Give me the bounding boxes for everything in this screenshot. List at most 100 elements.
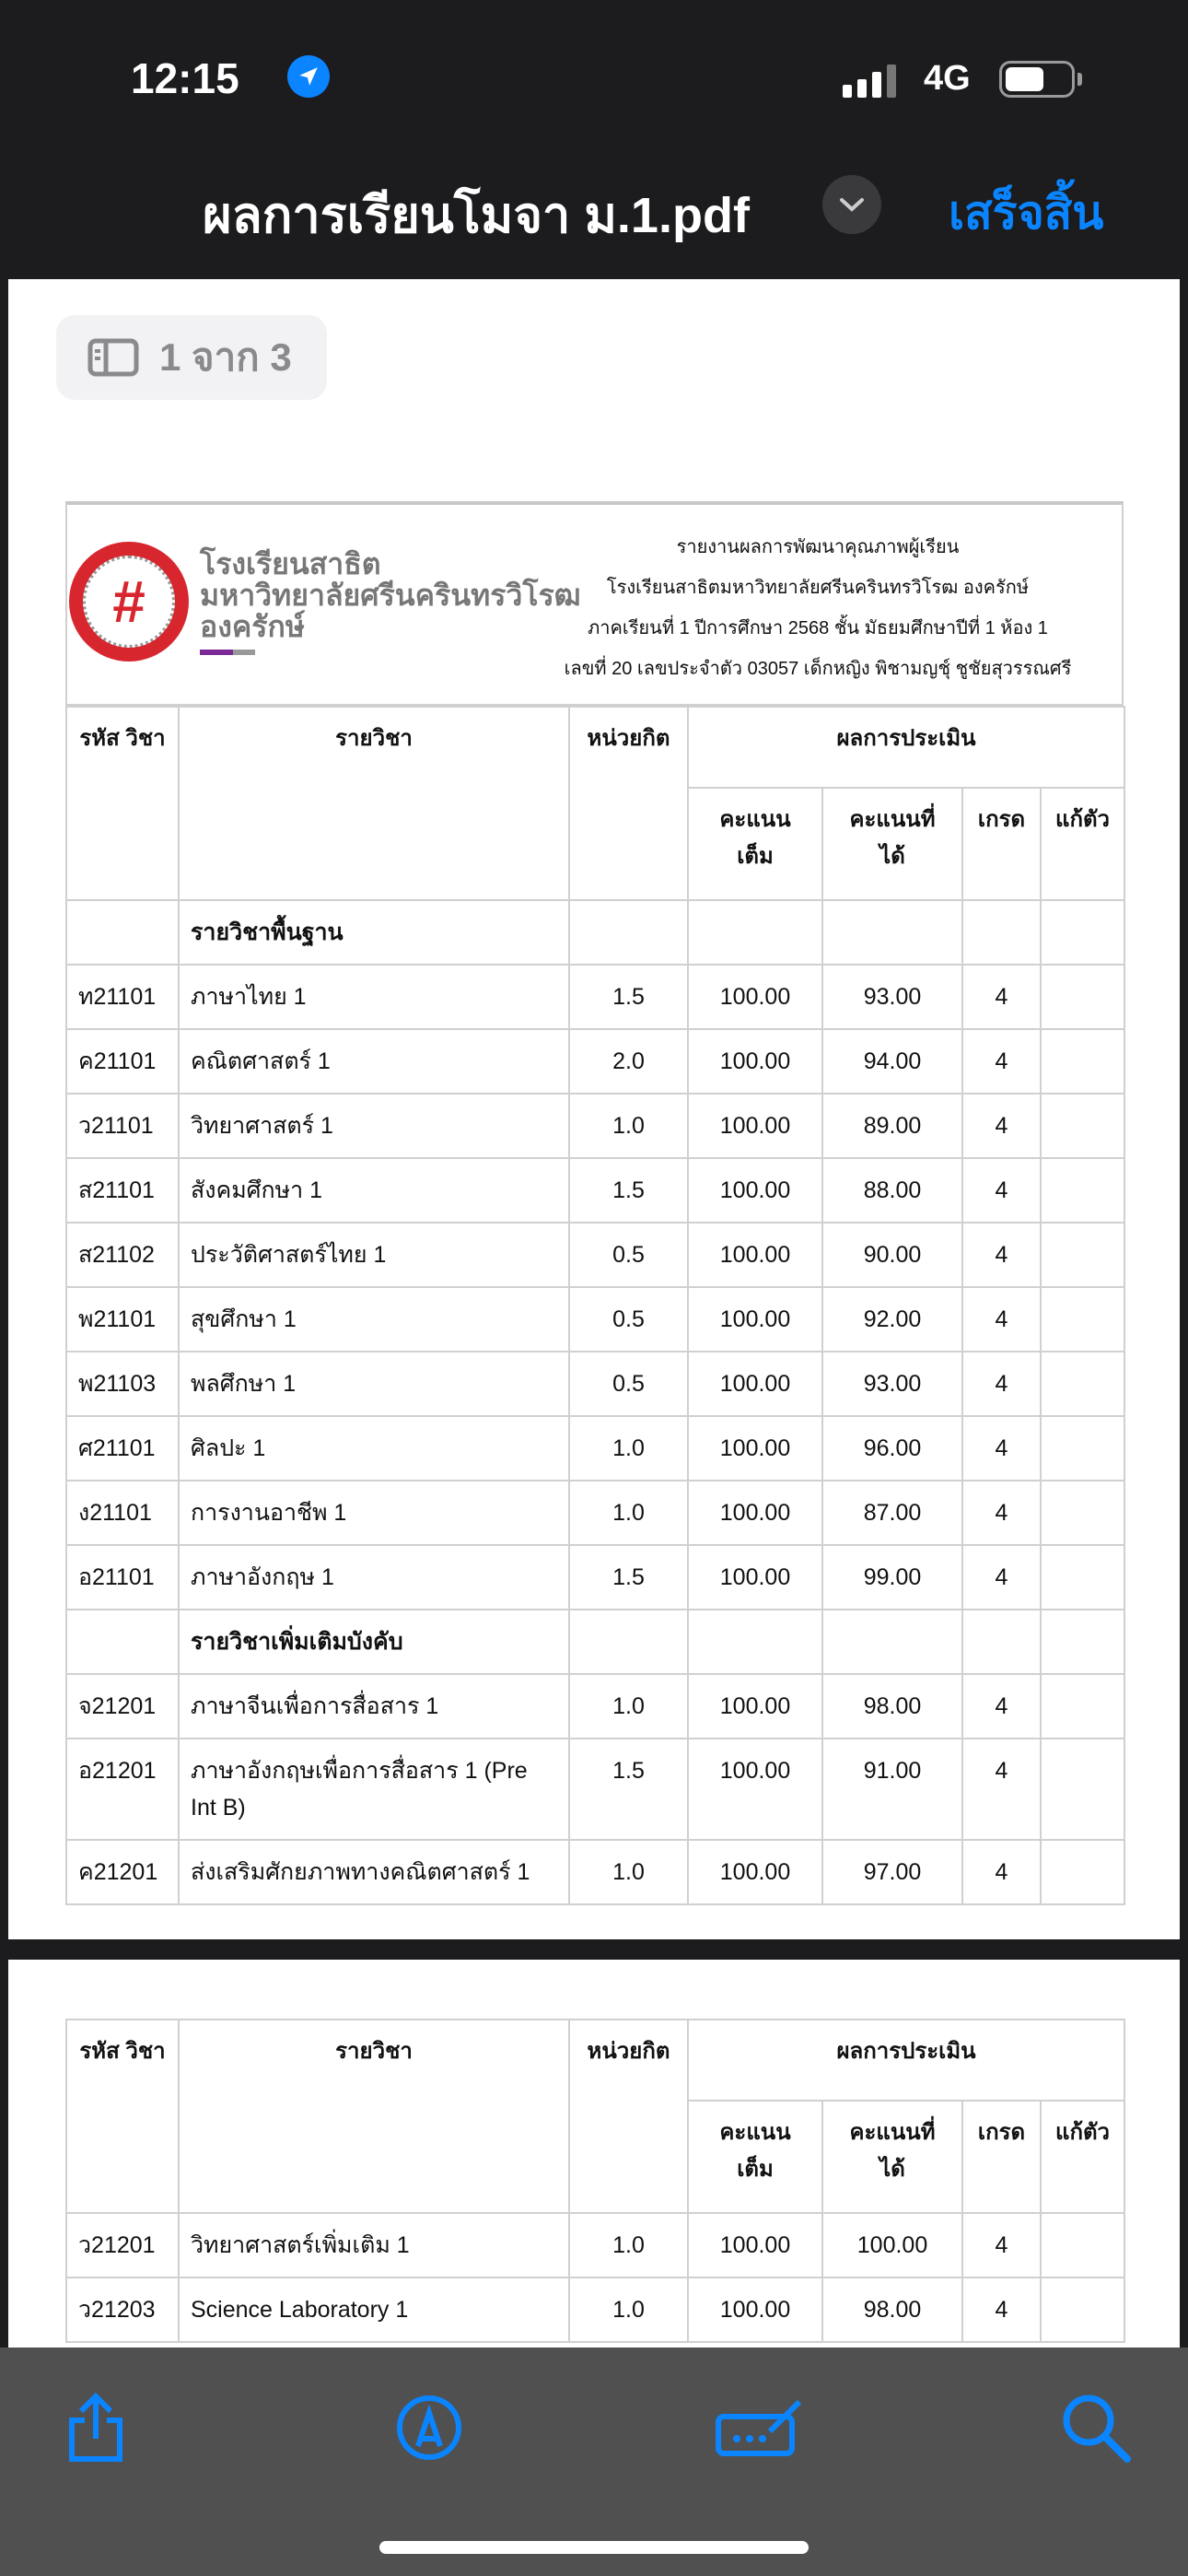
remedial xyxy=(1040,1286,1125,1352)
remedial xyxy=(1040,1157,1125,1224)
remedial xyxy=(1040,1544,1125,1610)
status-time: 12:15 xyxy=(131,54,239,102)
remedial xyxy=(1040,1415,1125,1481)
full-score: 100.00 xyxy=(687,1351,823,1417)
credit: 0.5 xyxy=(568,1351,689,1417)
grade: 4 xyxy=(961,1157,1042,1224)
subject-code: ค21101 xyxy=(65,1028,180,1095)
school-name: โรงเรียนสาธิตมหาวิทยาลัยศรีนครินทรวิโรฒ … xyxy=(606,578,1030,598)
grades-table-page-1: รหัส วิชา รายวิชา หน่วยกิต ผลการประเมิน คะแน… xyxy=(65,706,1125,1905)
remedial xyxy=(1040,1028,1125,1095)
done-button[interactable]: เสร็จสิ้น xyxy=(949,187,1104,239)
table-row: พ21101 สุขศึกษา 1 0.5 100.00 92.00 4 xyxy=(65,1286,1125,1352)
table-row: ส21101 สังคมศึกษา 1 1.5 100.00 88.00 4 xyxy=(65,1157,1125,1224)
page-indicator-button[interactable]: 1 จาก 3 xyxy=(56,315,327,400)
remedial xyxy=(1040,964,1125,1030)
home-indicator[interactable] xyxy=(379,2541,809,2554)
subject-code: ส21102 xyxy=(65,1222,180,1288)
full-score: 100.00 xyxy=(687,1738,823,1841)
section-row: รายวิชาเพิ่มเติมบังคับ xyxy=(65,1609,1125,1675)
subject-code: ง21101 xyxy=(65,1480,180,1546)
grade: 4 xyxy=(961,964,1042,1030)
subject-code: ค21201 xyxy=(65,1839,180,1905)
credit: 1.0 xyxy=(568,1480,689,1546)
search-icon[interactable] xyxy=(1059,2391,1133,2465)
header-score: คะแนนที่ ได้ xyxy=(821,2100,963,2214)
subject-code: ว21101 xyxy=(65,1093,180,1159)
location-arrow-icon xyxy=(287,55,330,98)
full-score: 100.00 xyxy=(687,1480,823,1546)
subject-name: ภาษาอังกฤษเพื่อการสื่อสาร 1 (Pre Int B) xyxy=(178,1738,570,1841)
subject-name: วิทยาศาสตร์ 1 xyxy=(178,1093,570,1159)
credit: 1.0 xyxy=(568,1673,689,1739)
credit: 1.5 xyxy=(568,964,689,1030)
table-row: อ21201 ภาษาอังกฤษเพื่อการสื่อสาร 1 (Pre I… xyxy=(65,1738,1125,1841)
subject-name: การงานอาชีพ 1 xyxy=(178,1480,570,1546)
document-title[interactable]: ผลการเรียนโมจา ม.1.pdf xyxy=(203,188,750,243)
logo-text-1: โรงเรียนสาธิต xyxy=(200,547,381,580)
page-indicator-label: 1 จาก 3 xyxy=(159,335,292,379)
credit: 2.0 xyxy=(568,1028,689,1095)
grade: 4 xyxy=(961,1093,1042,1159)
markup-icon[interactable] xyxy=(392,2391,466,2465)
grade: 4 xyxy=(961,1480,1042,1546)
subject-name: ภาษาไทย 1 xyxy=(178,964,570,1030)
chevron-down-icon[interactable] xyxy=(822,175,881,234)
table-row: อ21101 ภาษาอังกฤษ 1 1.5 100.00 99.00 4 xyxy=(65,1544,1125,1610)
subject-code: พ21103 xyxy=(65,1351,180,1417)
full-score: 100.00 xyxy=(687,1544,823,1610)
credit: 0.5 xyxy=(568,1286,689,1352)
report-title: รายงานผลการพัฒนาคุณภาพผู้เรียน xyxy=(676,537,960,557)
subject-name: ภาษาจีนเพื่อการสื่อสาร 1 xyxy=(178,1673,570,1739)
share-icon[interactable] xyxy=(59,2391,133,2465)
remedial xyxy=(1040,1738,1125,1841)
header-evaluation: ผลการประเมิน xyxy=(687,706,1125,789)
score: 93.00 xyxy=(821,1351,963,1417)
full-score: 100.00 xyxy=(687,2212,823,2278)
school-logo: # โรงเรียนสาธิต มหาวิทยาลัยศรีนครินทรวิโ… xyxy=(69,542,581,662)
subject-name: Science Laboratory 1 xyxy=(178,2277,570,2343)
bottom-toolbar xyxy=(0,2348,1188,2576)
score: 89.00 xyxy=(821,1093,963,1159)
table-row: ศ21101 ศิลปะ 1 1.0 100.00 96.00 4 xyxy=(65,1415,1125,1481)
table-row: ส21102 ประวัติศาสตร์ไทย 1 0.5 100.00 90.00 4 xyxy=(65,1222,1125,1288)
grade: 4 xyxy=(961,1028,1042,1095)
credit: 1.5 xyxy=(568,1157,689,1224)
grade: 4 xyxy=(961,1738,1042,1841)
subject-code: ว21201 xyxy=(65,2212,180,2278)
remedial xyxy=(1040,2212,1125,2278)
score: 87.00 xyxy=(821,1480,963,1546)
credit: 1.0 xyxy=(568,2212,689,2278)
table-row: พ21103 พลศึกษา 1 0.5 100.00 93.00 4 xyxy=(65,1351,1125,1417)
subject-name: ศิลปะ 1 xyxy=(178,1415,570,1481)
subject-name: สุขศึกษา 1 xyxy=(178,1286,570,1352)
section-title: รายวิชาเพิ่มเติมบังคับ xyxy=(178,1609,570,1675)
table-row: ค21201 ส่งเสริมศักยภาพทางคณิตศาสตร์ 1 1.0 1… xyxy=(65,1839,1125,1905)
subject-code: อ21201 xyxy=(65,1738,180,1841)
score: 96.00 xyxy=(821,1415,963,1481)
score: 93.00 xyxy=(821,964,963,1030)
full-score: 100.00 xyxy=(687,1673,823,1739)
full-score: 100.00 xyxy=(687,964,823,1030)
header-subject: รายวิชา xyxy=(178,2019,570,2214)
sidebar-icon xyxy=(87,338,139,377)
grade: 4 xyxy=(961,1673,1042,1739)
table-row: จ21201 ภาษาจีนเพื่อการสื่อสาร 1 1.0 100.00 9… xyxy=(65,1673,1125,1739)
score: 90.00 xyxy=(821,1222,963,1288)
grade: 4 xyxy=(961,2212,1042,2278)
logo-text-3: องครักษ์ xyxy=(200,610,305,643)
credit: 1.0 xyxy=(568,1093,689,1159)
score: 98.00 xyxy=(821,2277,963,2343)
section-row: รายวิชาพื้นฐาน xyxy=(65,899,1125,966)
subject-code: ท21101 xyxy=(65,964,180,1030)
header-evaluation: ผลการประเมิน xyxy=(687,2019,1125,2102)
subject-name: สังคมศึกษา 1 xyxy=(178,1157,570,1224)
table-row: ว21101 วิทยาศาสตร์ 1 1.0 100.00 89.00 4 xyxy=(65,1093,1125,1159)
table-row: ว21201 วิทยาศาสตร์เพิ่มเติม 1 1.0 100.00 100… xyxy=(65,2212,1125,2278)
subject-name: ภาษาอังกฤษ 1 xyxy=(178,1544,570,1610)
credit: 1.5 xyxy=(568,1544,689,1610)
form-fill-icon[interactable] xyxy=(715,2391,807,2465)
header-remedial: แก้ตัว xyxy=(1040,2100,1125,2214)
credit: 1.0 xyxy=(568,2277,689,2343)
logo-text-2: มหาวิทยาลัยศรีนครินทรวิโรฒ xyxy=(200,579,581,612)
